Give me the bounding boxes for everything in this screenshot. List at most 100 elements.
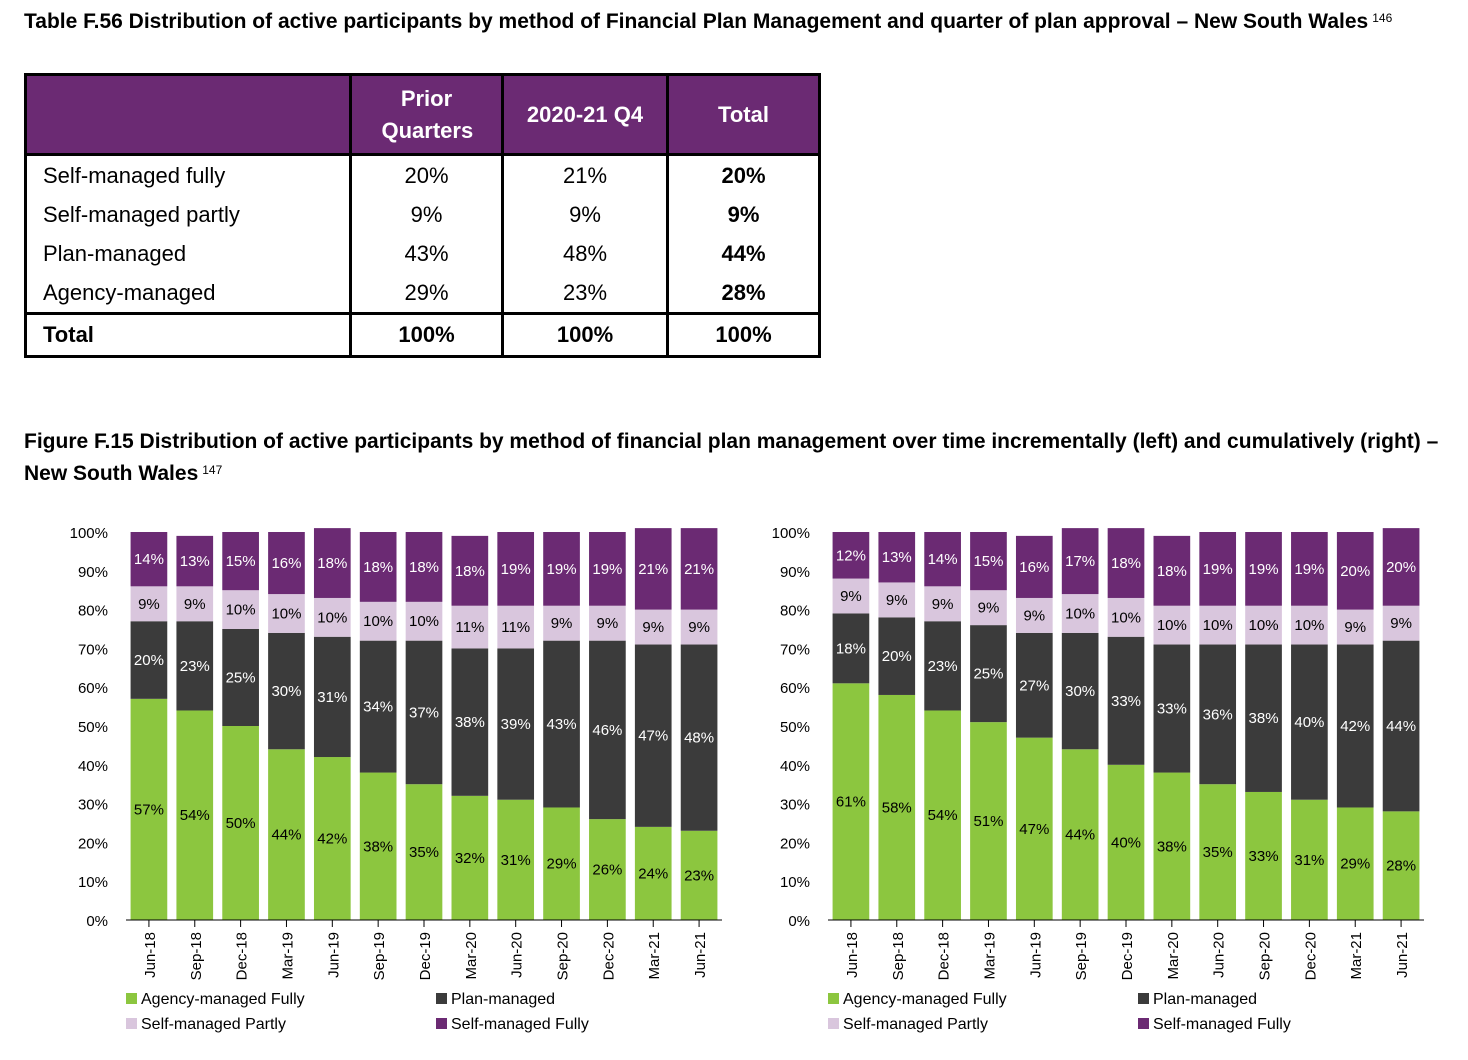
data-label: 33% bbox=[1157, 701, 1187, 718]
bar-segment-self-partly bbox=[1382, 605, 1420, 641]
bar-segment-self-partly bbox=[268, 594, 305, 633]
data-label: 18% bbox=[409, 559, 439, 576]
bar-segment-self-fully bbox=[1199, 532, 1237, 606]
y-tick-label: 30% bbox=[78, 797, 108, 814]
data-label: 44% bbox=[1065, 827, 1095, 844]
bar-segment-self-partly bbox=[1336, 609, 1374, 645]
x-tick-label: Sep-20 bbox=[555, 932, 572, 980]
bar-segment-self-fully bbox=[1291, 532, 1328, 606]
data-label: 50% bbox=[226, 815, 256, 832]
bar-segment-plan bbox=[222, 629, 259, 726]
bar-segment-plan bbox=[634, 644, 672, 827]
bar-segment-agency bbox=[497, 799, 535, 920]
table-row: Plan-managed 43% 48% 44% bbox=[24, 234, 821, 273]
bar-segment-self-fully bbox=[1061, 528, 1099, 595]
bar-segment-agency bbox=[451, 795, 489, 920]
data-label: 44% bbox=[1386, 718, 1416, 735]
bar-segment-self-fully bbox=[130, 532, 168, 587]
bar-segment-self-partly bbox=[1291, 605, 1328, 645]
data-label: 18% bbox=[317, 555, 347, 572]
legend-label: Agency-managed Fully bbox=[141, 991, 305, 1008]
data-label: 54% bbox=[928, 807, 958, 824]
bar-segment-agency bbox=[313, 757, 351, 920]
data-label: 10% bbox=[363, 613, 393, 630]
legend-label: Plan-managed bbox=[1153, 991, 1257, 1008]
data-label: 10% bbox=[1111, 609, 1141, 626]
data-label: 17% bbox=[1065, 553, 1095, 570]
data-label: 20% bbox=[1386, 559, 1416, 576]
bar-segment-agency bbox=[1199, 784, 1237, 920]
bar-segment-plan bbox=[130, 621, 168, 699]
data-label: 51% bbox=[973, 813, 1003, 830]
data-label: 9% bbox=[642, 619, 664, 636]
legend-swatch-self-partly bbox=[828, 1018, 839, 1029]
data-label: 47% bbox=[1019, 821, 1049, 838]
row-label: Self-managed partly bbox=[24, 195, 352, 234]
y-tick-label: 40% bbox=[780, 758, 810, 775]
data-label: 10% bbox=[271, 605, 301, 622]
bar-segment-agency bbox=[1245, 791, 1282, 920]
bar-segment-plan bbox=[1061, 632, 1099, 750]
bar-segment-plan bbox=[543, 640, 580, 808]
bar-segment-plan bbox=[359, 640, 397, 773]
bar-segment-self-fully bbox=[1107, 528, 1145, 598]
bar-segment-agency bbox=[634, 826, 672, 920]
bar-segment-self-partly bbox=[878, 582, 916, 618]
data-label: 26% bbox=[592, 862, 622, 879]
bar-segment-self-partly bbox=[1245, 605, 1282, 645]
row-label: Self-managed fully bbox=[24, 154, 352, 195]
bar-segment-self-fully bbox=[222, 532, 259, 591]
data-label: 9% bbox=[597, 615, 619, 632]
bar-segment-plan bbox=[924, 621, 961, 711]
bar-segment-plan bbox=[832, 613, 870, 684]
figure-title-text: Figure F.15 Distribution of active parti… bbox=[24, 430, 1439, 485]
data-label: 57% bbox=[134, 801, 164, 818]
data-label: 14% bbox=[134, 551, 164, 568]
y-tick-label: 10% bbox=[780, 874, 810, 891]
bar-segment-agency bbox=[1291, 799, 1328, 920]
data-label: 10% bbox=[1157, 617, 1187, 634]
data-label: 35% bbox=[1203, 844, 1233, 861]
y-tick-label: 20% bbox=[780, 835, 810, 852]
y-tick-label: 80% bbox=[78, 603, 108, 620]
bar-segment-agency bbox=[680, 830, 718, 920]
bar-segment-self-partly bbox=[313, 597, 351, 637]
data-label: 9% bbox=[978, 600, 1000, 617]
x-tick-label: Dec-18 bbox=[936, 932, 953, 980]
bar-segment-agency bbox=[1061, 749, 1099, 920]
table-header-total: Total bbox=[666, 73, 821, 156]
bar-segment-self-partly bbox=[924, 586, 961, 622]
bar-segment-self-fully bbox=[313, 528, 351, 598]
data-label: 48% bbox=[684, 730, 714, 747]
y-tick-label: 60% bbox=[78, 680, 108, 697]
data-label: 38% bbox=[1249, 710, 1279, 727]
data-label: 9% bbox=[1344, 619, 1366, 636]
data-label: 38% bbox=[1157, 838, 1187, 855]
y-tick-label: 30% bbox=[780, 797, 810, 814]
data-label: 19% bbox=[1203, 561, 1233, 578]
data-label: 20% bbox=[882, 648, 912, 665]
bar-segment-self-partly bbox=[1015, 597, 1053, 633]
y-tick-label: 0% bbox=[788, 913, 810, 930]
data-label: 15% bbox=[973, 553, 1003, 570]
data-label: 32% bbox=[455, 850, 485, 867]
y-tick-label: 60% bbox=[780, 680, 810, 697]
data-label: 39% bbox=[501, 716, 531, 733]
bar-segment-self-fully bbox=[832, 532, 870, 579]
table-title-text: Table F.56 Distribution of active partic… bbox=[24, 10, 1369, 33]
x-tick-label: Jun-18 bbox=[142, 932, 159, 978]
data-label: 33% bbox=[1249, 848, 1279, 865]
x-tick-label: Sep-20 bbox=[1257, 932, 1274, 980]
bar-segment-self-fully bbox=[1245, 532, 1282, 606]
legend-swatch-agency bbox=[126, 993, 137, 1004]
data-label: 9% bbox=[138, 596, 160, 613]
bar-segment-agency bbox=[832, 683, 870, 920]
bar-segment-agency bbox=[1153, 772, 1191, 920]
bar-segment-self-fully bbox=[634, 528, 672, 610]
row-label: Plan-managed bbox=[24, 234, 352, 273]
data-label: 33% bbox=[1111, 693, 1141, 710]
bar-segment-self-fully bbox=[405, 532, 443, 602]
data-label: 24% bbox=[638, 865, 668, 882]
bar-segment-plan bbox=[405, 640, 443, 785]
y-tick-label: 100% bbox=[772, 525, 810, 542]
